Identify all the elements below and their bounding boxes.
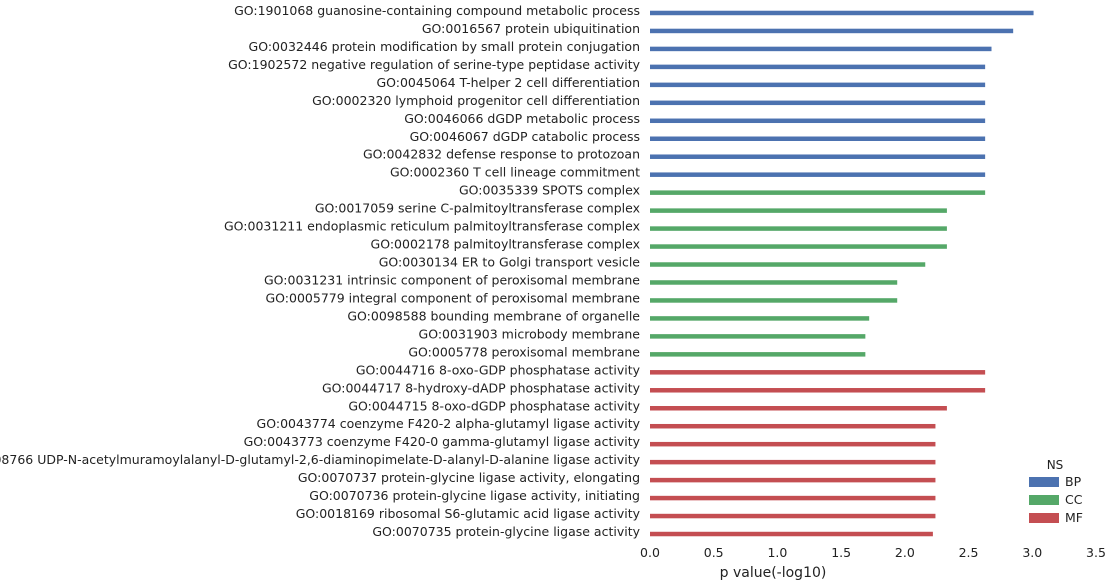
x-tick-label: 3.5 [1086, 545, 1106, 560]
legend-label-mf: MF [1065, 510, 1083, 525]
category-label: GO:0002178 palmitoyltransferase complex [371, 237, 640, 252]
bar-bp-1 [650, 28, 1014, 34]
x-tick-label: 0.5 [704, 545, 724, 560]
bar-cc-15 [650, 280, 898, 285]
legend-swatch-mf [1029, 513, 1059, 523]
category-label: GO:0045064 T-helper 2 cell differentiati… [376, 75, 640, 90]
category-label: GO:1901068 guanosine-containing compound… [234, 3, 640, 18]
category-label: GO:0031903 microbody membrane [419, 326, 641, 341]
bar-cc-11 [650, 208, 947, 213]
bar-mf-25 [650, 459, 936, 465]
category-label: GO:0005779 integral component of peroxis… [266, 290, 641, 305]
category-label: GO:0098588 bounding membrane of organell… [347, 308, 640, 323]
category-label: GO:0070736 protein-glycine ligase activi… [309, 488, 640, 503]
category-label: GO:0016567 protein ubiquitination [422, 21, 640, 36]
category-label: GO:0018169 ribosomal S6-glutamic acid li… [296, 506, 641, 521]
bar-mf-20 [650, 370, 986, 375]
bar-bp-4 [650, 82, 986, 88]
category-label: GO:0032446 protein modification by small… [249, 39, 640, 54]
bar-bp-3 [650, 64, 986, 70]
bar-bp-8 [650, 154, 986, 159]
x-axis-title: p value(-log10) [720, 565, 827, 581]
bar-mf-22 [650, 406, 947, 411]
x-tick-label: 3.0 [1022, 545, 1042, 560]
category-label: GO:0031211 endoplasmic reticulum palmito… [224, 219, 640, 234]
category-label: GO:0031231 intrinsic component of peroxi… [264, 272, 640, 287]
category-label: GO:0043773 coenzyme F420-0 gamma-glutamy… [244, 434, 641, 449]
legend-swatch-bp [1029, 477, 1059, 487]
bar-cc-18 [650, 334, 866, 339]
bar-cc-13 [650, 244, 947, 249]
bar-bp-0 [650, 10, 1034, 16]
category-label: GO:0046066 dGDP metabolic process [404, 111, 640, 126]
category-label: GO:0030134 ER to Golgi transport vesicle [379, 255, 641, 270]
category-labels: GO:1901068 guanosine-containing compound… [0, 3, 641, 539]
category-label: GO:0008766 UDP-N-acetylmuramoylalanyl-D-… [0, 452, 641, 467]
x-tick-label: 1.5 [831, 545, 851, 560]
x-axis: 0.0 0.5 1.0 1.5 2.0 2.5 3.0 3.5 [640, 545, 1106, 560]
category-label: GO:0043774 coenzyme F420-2 alpha-glutamy… [257, 416, 641, 431]
x-tick-label: 2.5 [959, 545, 979, 560]
bar-bp-2 [650, 46, 992, 52]
bar-cc-12 [650, 226, 947, 231]
category-label: GO:0017059 serine C-palmitoyltransferase… [315, 201, 640, 216]
bar-mf-27 [650, 495, 936, 501]
bar-mf-21 [650, 388, 986, 393]
bar-cc-17 [650, 316, 870, 321]
bar-group [650, 10, 1034, 537]
bar-cc-10 [650, 190, 986, 195]
category-label: GO:0002360 T cell lineage commitment [390, 165, 640, 180]
category-label: GO:0070735 protein-glycine ligase activi… [372, 524, 640, 539]
x-tick-label: 2.0 [895, 545, 915, 560]
category-label: GO:0035339 SPOTS complex [459, 183, 640, 198]
bar-bp-9 [650, 172, 986, 177]
bar-cc-14 [650, 262, 926, 267]
legend-swatch-cc [1029, 495, 1059, 505]
bar-mf-26 [650, 477, 936, 483]
bar-cc-16 [650, 298, 898, 303]
category-label: GO:0044715 8-oxo-dGDP phosphatase activi… [348, 398, 640, 413]
bar-cc-19 [650, 352, 866, 357]
bar-mf-29 [650, 531, 933, 537]
x-tick-label: 0.0 [640, 545, 660, 560]
bar-mf-24 [650, 441, 936, 447]
bar-bp-6 [650, 118, 986, 124]
category-label: GO:0070737 protein-glycine ligase activi… [298, 470, 640, 485]
bar-mf-23 [650, 423, 936, 429]
category-label: GO:0044717 8-hydroxy-dADP phosphatase ac… [322, 380, 641, 395]
bar-mf-28 [650, 513, 936, 519]
legend-title: NS [1047, 458, 1064, 472]
category-label: GO:0044716 8-oxo-GDP phosphatase activit… [356, 362, 641, 377]
legend-label-cc: CC [1065, 492, 1083, 507]
bar-bp-7 [650, 136, 986, 141]
legend-label-bp: BP [1065, 474, 1082, 489]
x-tick-label: 1.0 [767, 545, 787, 560]
category-label: GO:0005778 peroxisomal membrane [408, 344, 640, 359]
category-label: GO:1902572 negative regulation of serine… [228, 57, 641, 72]
category-label: GO:0046067 dGDP catabolic process [410, 129, 640, 144]
bar-bp-5 [650, 100, 986, 106]
category-label: GO:0002320 lymphoid progenitor cell diff… [312, 93, 640, 108]
legend: NS BP CC MF [1029, 458, 1083, 525]
category-label: GO:0042832 defense response to protozoan [363, 147, 640, 162]
